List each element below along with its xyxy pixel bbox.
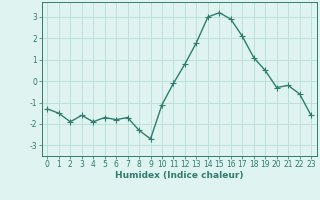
X-axis label: Humidex (Indice chaleur): Humidex (Indice chaleur)	[115, 171, 244, 180]
